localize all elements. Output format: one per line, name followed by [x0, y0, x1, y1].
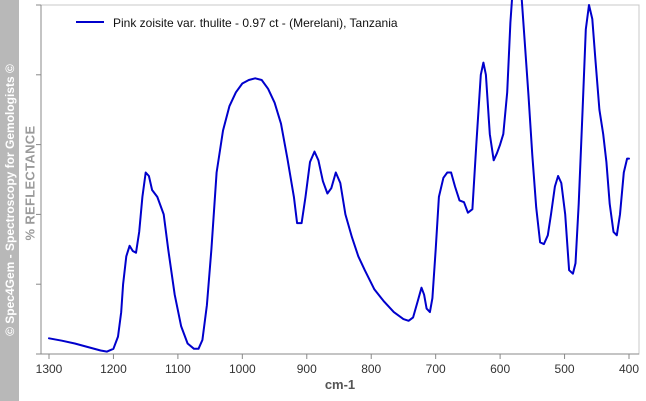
plot-frame — [40, 4, 640, 355]
x-tick-label: 600 — [490, 362, 510, 376]
x-tick-label: 1100 — [165, 362, 191, 376]
x-tick-label: 900 — [297, 362, 317, 376]
series-layer — [48, 0, 630, 353]
legend: Pink zoisite var. thulite - 0.97 ct - (M… — [76, 16, 398, 30]
watermark-sidebar: © Spec4Gem - Spectroscopy for Gemologist… — [0, 0, 19, 401]
y-axis-ticks — [36, 4, 41, 355]
x-tick-label: 400 — [619, 362, 639, 376]
legend-label: Pink zoisite var. thulite - 0.97 ct - (M… — [113, 16, 398, 30]
x-tick-label: 1000 — [229, 362, 256, 376]
x-tick-label: 700 — [426, 362, 446, 376]
x-axis-label: cm-1 — [325, 377, 355, 392]
x-axis-ticks: 1300 1200 1100 1000 900 800 700 600 500 400 — [36, 354, 639, 376]
x-tick-label: 800 — [361, 362, 381, 376]
x-tick-label: 1200 — [100, 362, 127, 376]
series-line — [48, 0, 630, 353]
x-tick-label: 1300 — [36, 362, 63, 376]
x-tick-label: 500 — [555, 362, 575, 376]
